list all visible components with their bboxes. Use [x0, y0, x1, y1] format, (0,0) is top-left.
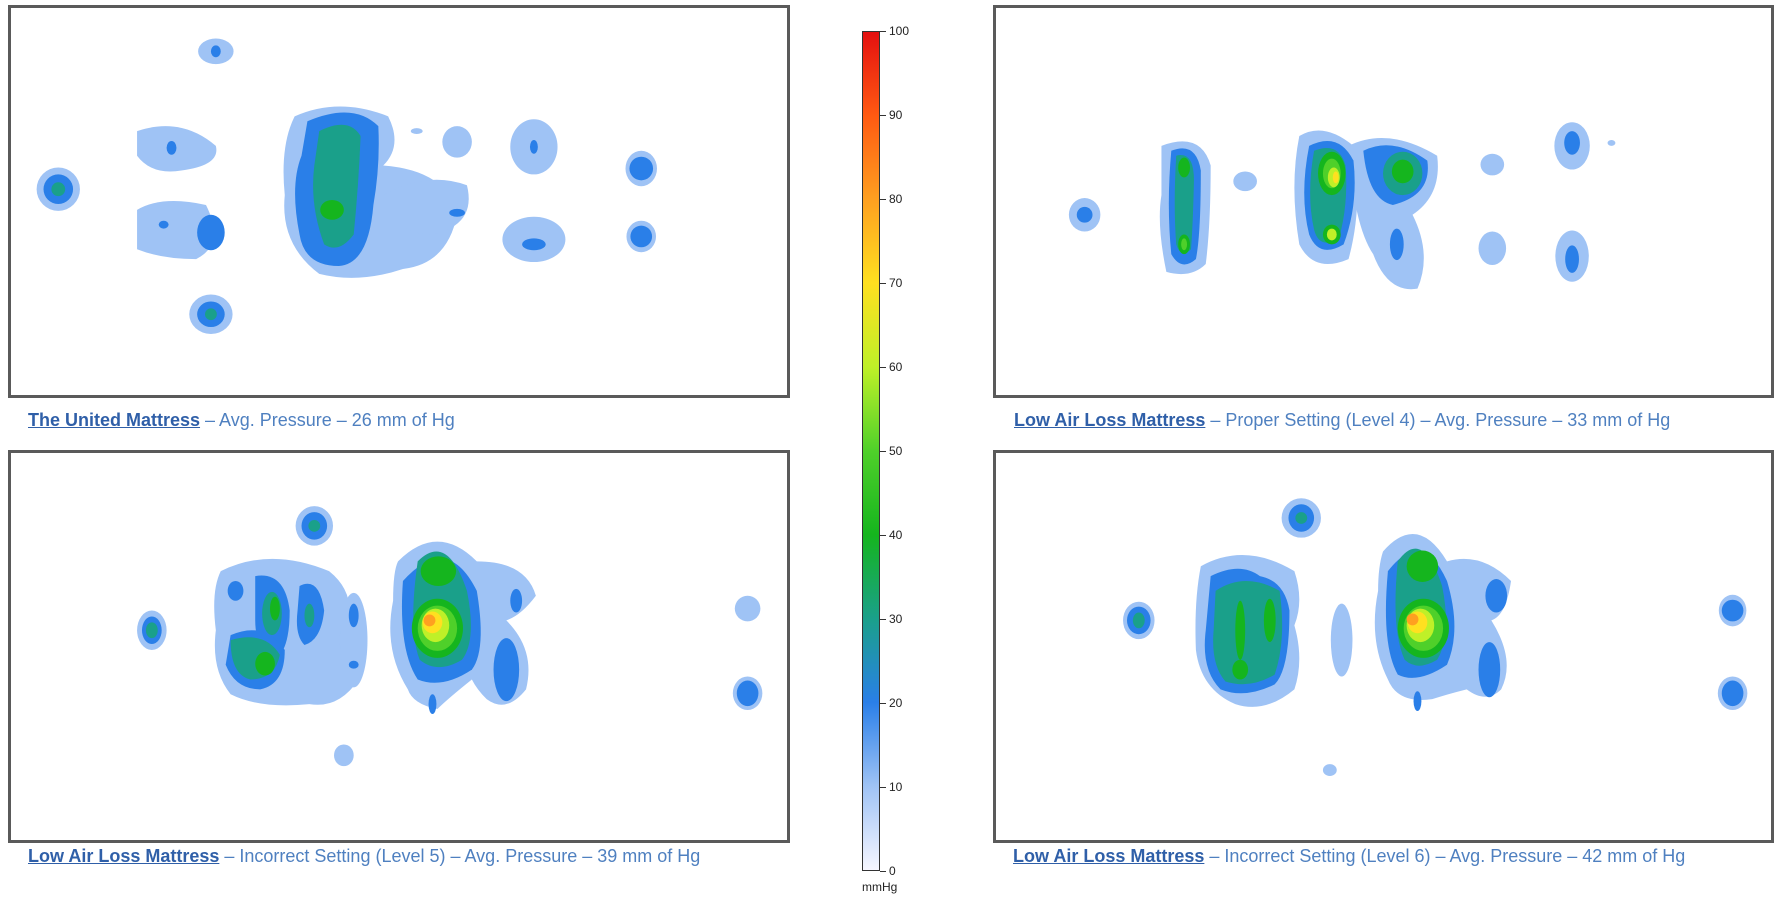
- colorbar-tick: [880, 115, 886, 116]
- colorbar-tick-label: 90: [889, 108, 903, 122]
- caption-united: The United Mattress – Avg. Pressure – 26…: [28, 410, 455, 431]
- pressure-map-lal4-svg: [1068, 122, 1616, 290]
- caption-lal4-text: – Proper Setting (Level 4) – Avg. Pressu…: [1205, 410, 1671, 430]
- caption-united-link[interactable]: The United Mattress: [28, 410, 201, 430]
- caption-lal4: Low Air Loss Mattress – Proper Setting (…: [1014, 410, 1670, 431]
- colorbar-tick-label: 20: [889, 696, 903, 710]
- caption-lal6-text: – Incorrect Setting (Level 6) – Avg. Pre…: [1204, 846, 1686, 866]
- colorbar-tick: [880, 703, 886, 704]
- pressure-map-lal6: [993, 450, 1774, 843]
- colorbar-tick-label: 100: [889, 24, 910, 38]
- pressure-map-united: [8, 5, 790, 398]
- colorbar-tick: [880, 787, 886, 788]
- colorbar-tick: [880, 535, 886, 536]
- caption-lal5-link[interactable]: Low Air Loss Mattress: [28, 846, 220, 866]
- caption-lal5-text: – Incorrect Setting (Level 5) – Avg. Pre…: [219, 846, 701, 866]
- colorbar-tick: [880, 283, 886, 284]
- pressure-map-lal4: [993, 5, 1774, 398]
- colorbar-tick: [880, 199, 886, 200]
- colorbar-tick: [880, 451, 886, 452]
- pressure-map-lal5-svg: [137, 506, 763, 767]
- colorbar-tick: [880, 31, 886, 32]
- colorbar-unit-label: mmHg: [862, 880, 898, 894]
- colorbar: 100 90 80 70 60 50 40 30 20 10 0 mmHg: [862, 24, 922, 898]
- colorbar-tick-label: 80: [889, 192, 903, 206]
- colorbar-tick-label: 40: [889, 528, 903, 542]
- colorbar-tick-label: 70: [889, 276, 903, 290]
- colorbar-gradient: [862, 31, 880, 871]
- pressure-map-lal6-svg: [1123, 498, 1748, 776]
- pressure-map-united-svg: [36, 38, 657, 334]
- colorbar-tick-label: 0: [889, 864, 896, 878]
- caption-lal6-link[interactable]: Low Air Loss Mattress: [1013, 846, 1205, 866]
- colorbar-tick: [880, 871, 886, 872]
- colorbar-tick-label: 60: [889, 360, 903, 374]
- caption-lal5: Low Air Loss Mattress – Incorrect Settin…: [28, 846, 700, 867]
- colorbar-tick-label: 50: [889, 444, 903, 458]
- caption-lal4-link[interactable]: Low Air Loss Mattress: [1014, 410, 1206, 430]
- colorbar-tick: [880, 367, 886, 368]
- colorbar-tick-label: 30: [889, 612, 903, 626]
- colorbar-tick: [880, 619, 886, 620]
- caption-united-text: – Avg. Pressure – 26 mm of Hg: [200, 410, 455, 430]
- caption-lal6: Low Air Loss Mattress – Incorrect Settin…: [1013, 846, 1685, 867]
- colorbar-tick-label: 10: [889, 780, 903, 794]
- pressure-map-lal5: [8, 450, 790, 843]
